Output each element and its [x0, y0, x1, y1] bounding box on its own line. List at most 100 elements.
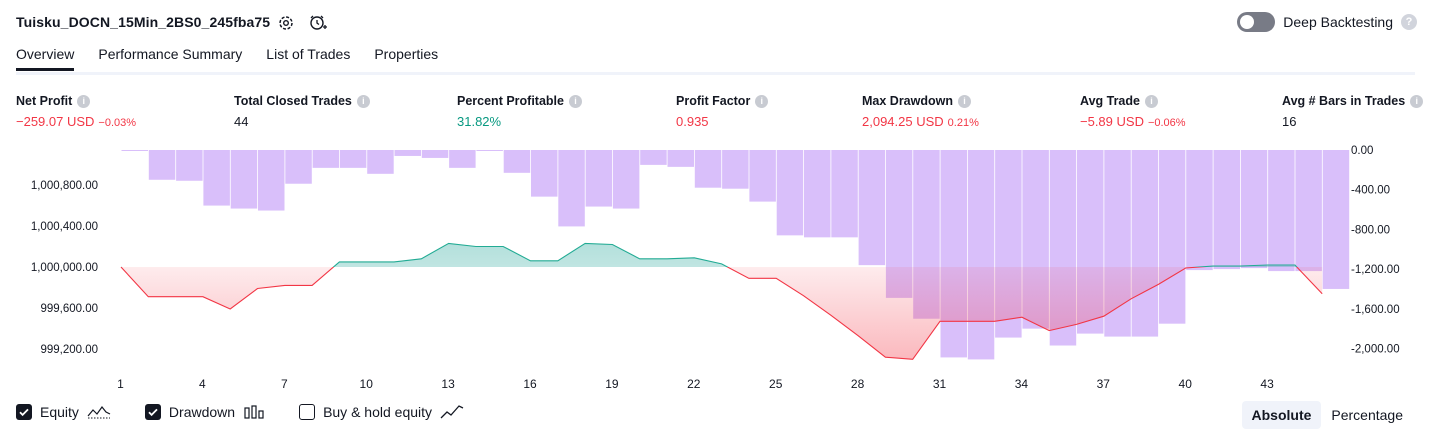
equity-line-below: [120, 267, 1323, 360]
legend-label: Buy & hold equity: [323, 404, 433, 420]
drawdown-bar: [1131, 150, 1159, 337]
x-axis-tick: 40: [1179, 377, 1193, 391]
drawdown-bar: [967, 150, 995, 360]
drawdown-bar: [531, 150, 558, 197]
drawdown-bar: [558, 150, 585, 227]
stat-value: 44: [234, 114, 249, 129]
equity-profit-area: [121, 243, 1323, 267]
drawdown-bar: [258, 150, 285, 211]
drawdown-bar: [1158, 150, 1186, 324]
stat-label: Net Profit: [16, 94, 73, 108]
drawdown-bar: [312, 150, 340, 168]
info-icon[interactable]: i: [958, 94, 971, 108]
stat-avg-bars-in-trades: Avg # Bars in Trades i 16: [1282, 94, 1424, 129]
legend-drawdown[interactable]: Drawdown: [144, 404, 265, 420]
deep-backtesting-label: Deep Backtesting: [1283, 14, 1393, 30]
x-axis-tick: 4: [199, 377, 206, 391]
equity-line-above: [121, 242, 1298, 267]
stat-value: −5.89 USD: [1080, 114, 1144, 129]
stat-max-drawdown: Max Drawdown i 2,094.25 USD 0.21%: [862, 94, 979, 129]
drawdown-bar: [1268, 150, 1295, 272]
info-icon[interactable]: i: [77, 94, 91, 108]
drawdown-bar: [694, 150, 722, 188]
drawdown-bars: [121, 150, 1350, 360]
stat-value: 0.935: [676, 114, 709, 129]
absolute-button[interactable]: Absolute: [1241, 401, 1322, 429]
drawdown-bar: [503, 150, 531, 173]
strategy-title: Tuisku_DOCN_15Min_2BS0_245fba75: [16, 14, 271, 30]
right-axis: 0.00 -400.00 -800.00 -1,200.00 -1,600.00 -2,0…: [1351, 145, 1400, 356]
right-axis-tick: -1,200.00: [1351, 264, 1400, 276]
equity-drawdown-chart[interactable]: 1,000,800.00 1,000,400.00 1,000,000.00 999,…: [0, 140, 1431, 398]
drawdown-bar: [831, 150, 858, 238]
tab-list-of-trades[interactable]: List of Trades: [266, 46, 351, 62]
stat-percent: −0.03%: [98, 117, 137, 129]
drawdown-bar: [940, 150, 967, 358]
legend-equity[interactable]: Equity: [16, 404, 111, 420]
x-axis-tick: 37: [1097, 377, 1111, 391]
drawdown-bar: [121, 150, 148, 151]
tab-divider: [16, 72, 1415, 75]
drawdown-bar: [176, 150, 203, 181]
x-axis-tick: 1: [117, 377, 124, 391]
drawdown-bar: [667, 150, 694, 167]
chart-legend: Equity Drawdown Buy & hold equity: [16, 404, 498, 420]
x-axis-tick: 31: [933, 377, 947, 391]
drawdown-bar: [640, 150, 667, 165]
buy-hold-checkbox[interactable]: [299, 404, 316, 420]
drawdown-bar: [148, 150, 176, 180]
drawdown-bar: [367, 150, 394, 174]
equity-series: [120, 242, 1323, 360]
stat-percent: 0.21%: [947, 117, 979, 129]
stat-total-closed-trades: Total Closed Trades i 44: [234, 94, 370, 129]
x-axis-tick: 34: [1015, 377, 1029, 391]
left-axis-tick: 1,000,400.00: [31, 221, 98, 233]
drawdown-bar: [1240, 150, 1268, 269]
drawdown-bar: [804, 150, 831, 238]
tab-overview[interactable]: Overview: [16, 46, 75, 71]
stat-net-profit: Net Profit i −259.07 USD −0.03%: [16, 94, 136, 129]
drawdown-bar: [339, 150, 367, 168]
equity-checkbox[interactable]: [16, 404, 32, 420]
x-axis-tick: 10: [360, 377, 374, 391]
x-axis-tick: 13: [441, 377, 455, 391]
info-icon[interactable]: i: [1144, 94, 1158, 108]
info-icon[interactable]: i: [1410, 94, 1424, 108]
x-axis-tick: 25: [769, 377, 783, 391]
add-alert-clock-icon[interactable]: [308, 13, 328, 33]
stat-percent: −0.06%: [1147, 117, 1186, 129]
left-axis-tick: 999,200.00: [40, 344, 98, 356]
help-icon[interactable]: ?: [1401, 14, 1417, 30]
left-axis: 1,000,800.00 1,000,400.00 1,000,000.00 999,…: [31, 180, 98, 356]
legend-buy-hold-equity[interactable]: Buy & hold equity: [299, 404, 464, 420]
info-icon[interactable]: i: [755, 94, 769, 108]
trend-line-icon: [440, 405, 464, 419]
info-icon[interactable]: i: [356, 94, 370, 108]
legend-label: Equity: [40, 404, 79, 420]
stat-value: 31.82%: [457, 114, 502, 129]
equity-loss-area: [121, 267, 1323, 360]
settings-gear-icon[interactable]: [276, 13, 296, 33]
stat-label: Avg # Bars in Trades: [1282, 94, 1406, 108]
drawdown-bar: [449, 150, 476, 168]
drawdown-checkbox[interactable]: [144, 404, 161, 420]
drawdown-bar: [1322, 150, 1350, 289]
drawdown-bar: [476, 150, 503, 151]
drawdown-bar: [858, 150, 886, 266]
right-axis-tick: -1,600.00: [1351, 304, 1400, 316]
drawdown-bar: [722, 150, 749, 189]
left-axis-tick: 1,000,000.00: [31, 262, 98, 274]
drawdown-bar: [285, 150, 312, 184]
tab-performance-summary[interactable]: Performance Summary: [98, 46, 243, 62]
deep-backtesting-toggle[interactable]: [1237, 12, 1276, 32]
percentage-button[interactable]: Percentage: [1331, 407, 1403, 423]
right-axis-tick: -400.00: [1351, 185, 1390, 197]
drawdown-bar: [421, 150, 449, 158]
drawdown-bar: [585, 150, 613, 207]
info-icon[interactable]: i: [568, 94, 582, 108]
stat-percent-profitable: Percent Profitable i 31.82%: [457, 94, 582, 129]
stat-profit-factor: Profit Factor i 0.935: [676, 94, 769, 129]
tab-properties[interactable]: Properties: [374, 46, 439, 62]
stat-label: Max Drawdown: [862, 94, 953, 108]
drawdown-bar: [1295, 150, 1322, 272]
